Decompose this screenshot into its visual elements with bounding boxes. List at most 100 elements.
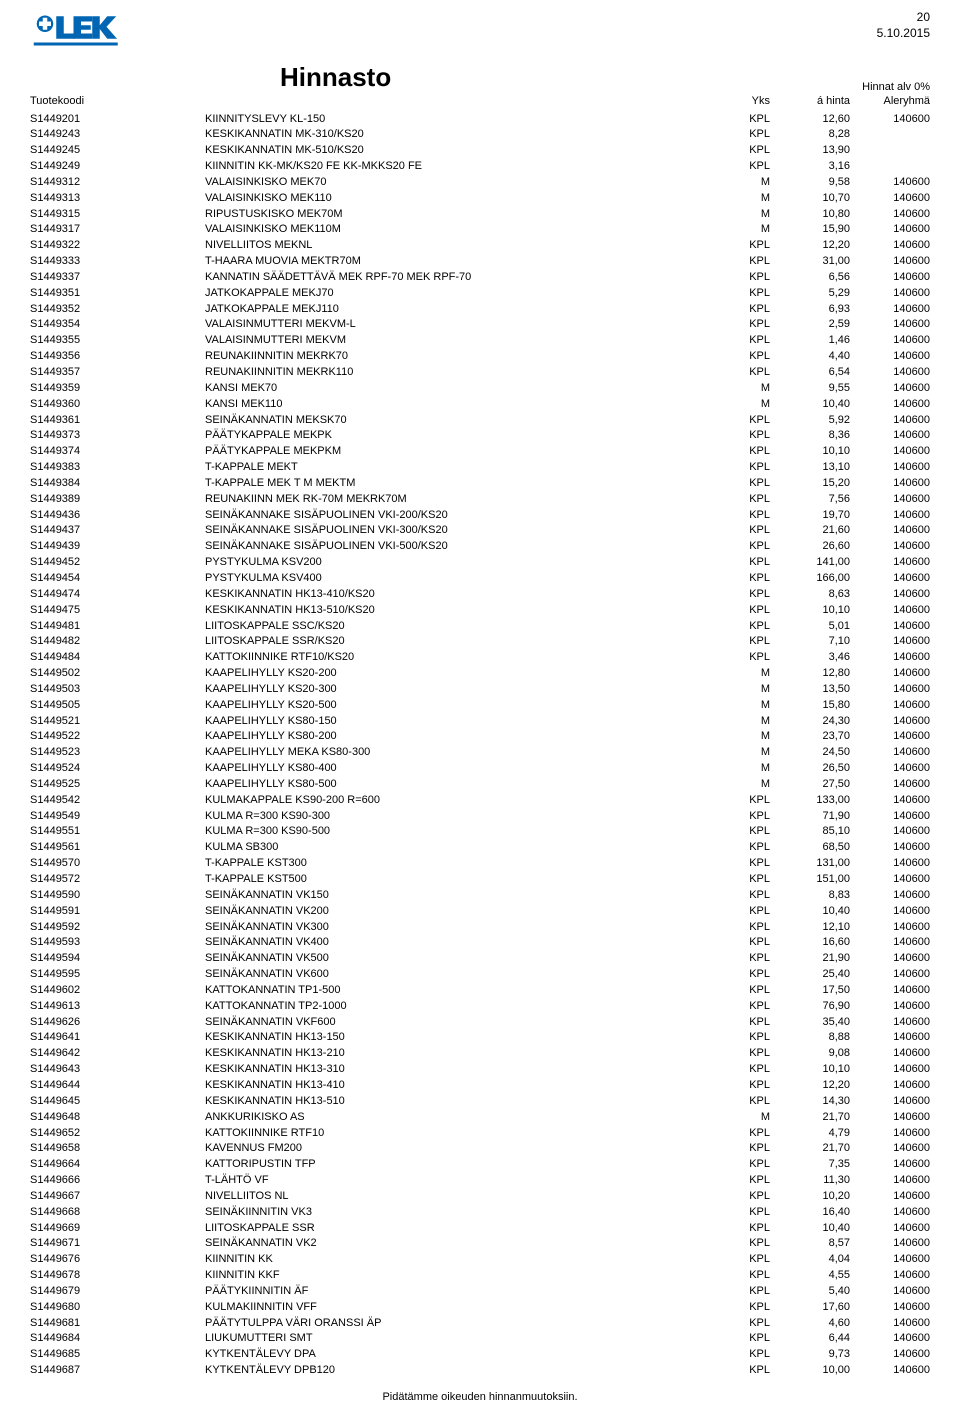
cell-desc: NIVELLIITOS NL [205,1188,720,1204]
cell-hinta: 166,00 [770,570,850,586]
cell-yks: KPL [720,1220,770,1236]
cell-yks: M [720,174,770,190]
cell-code: S1449383 [30,460,205,476]
cell-yks: KPL [720,586,770,602]
cell-yks: KPL [720,935,770,951]
cell-hinta: 4,55 [770,1268,850,1284]
vat-note: Hinnat alv 0% [862,81,930,93]
cell-code: S1449373 [30,428,205,444]
cell-code: S1449384 [30,475,205,491]
cell-desc: REUNAKIINNITIN MEKRK70 [205,349,720,365]
table-row: S1449643KESKIKANNATIN HK13-310KPL10,1014… [30,1062,930,1078]
table-row: S1449542KULMAKAPPALE KS90-200 R=600KPL13… [30,792,930,808]
cell-aler: 140600 [850,967,930,983]
cell-yks: KPL [720,111,770,127]
cell-desc: SEINÄKANNATIN VK150 [205,887,720,903]
cell-code: S1449315 [30,206,205,222]
cell-yks: KPL [720,1299,770,1315]
cell-desc: KULMAKAPPALE KS90-200 R=600 [205,792,720,808]
cell-aler: 140600 [850,872,930,888]
cell-code: S1449594 [30,951,205,967]
cell-hinta: 10,40 [770,1220,850,1236]
cell-aler: 140600 [850,1236,930,1252]
cell-desc: KATTOKIINNIKE RTF10 [205,1125,720,1141]
cell-aler: 140600 [850,1062,930,1078]
cell-yks: KPL [720,269,770,285]
cell-desc: VALAISINKISKO MEK70 [205,174,720,190]
cell-yks: KPL [720,1014,770,1030]
cell-code: S1449652 [30,1125,205,1141]
cell-yks: KPL [720,840,770,856]
cell-yks: KPL [720,650,770,666]
cell-desc: SEINÄKANNATIN MEKSK70 [205,412,720,428]
cell-hinta: 21,70 [770,1141,850,1157]
cell-aler: 140600 [850,666,930,682]
cell-code: S1449249 [30,159,205,175]
cell-desc: LIITOSKAPPALE SSR [205,1220,720,1236]
cell-hinta: 10,40 [770,396,850,412]
cell-yks: KPL [720,602,770,618]
table-row: S1449642KESKIKANNATIN HK13-210KPL9,08140… [30,1046,930,1062]
cell-hinta: 6,54 [770,365,850,381]
cell-code: S1449551 [30,824,205,840]
cell-desc: VALAISINMUTTERI MEKVM-L [205,317,720,333]
cell-desc: LIITOSKAPPALE SSR/KS20 [205,634,720,650]
cell-code: S1449561 [30,840,205,856]
table-row: S1449667NIVELLIITOS NLKPL10,20140600 [30,1188,930,1204]
cell-code: S1449676 [30,1252,205,1268]
cell-hinta: 1,46 [770,333,850,349]
cell-hinta: 71,90 [770,808,850,824]
cell-code: S1449313 [30,190,205,206]
table-row: S1449313VALAISINKISKO MEK110M10,70140600 [30,190,930,206]
cell-hinta: 14,30 [770,1093,850,1109]
cell-desc: KIINNITYSLEVY KL-150 [205,111,720,127]
cell-code: S1449351 [30,285,205,301]
cell-aler: 140600 [850,396,930,412]
header-hinta: á hinta [770,95,850,107]
cell-hinta: 141,00 [770,555,850,571]
cell-desc: KULMA SB300 [205,840,720,856]
cell-yks: KPL [720,919,770,935]
cell-yks: M [720,713,770,729]
table-row: S1449317VALAISINKISKO MEK110MM15,9014060… [30,222,930,238]
table-row: S1449669LIITOSKAPPALE SSRKPL10,40140600 [30,1220,930,1236]
cell-yks: M [720,666,770,682]
cell-code: S1449357 [30,365,205,381]
table-row: S1449641KESKIKANNATIN HK13-150KPL8,88140… [30,1030,930,1046]
cell-yks: KPL [720,872,770,888]
cell-hinta: 10,10 [770,1062,850,1078]
table-row: S1449249KIINNITIN KK-MK/KS20 FE KK-MKKS2… [30,159,930,175]
table-row: S1449613KATTOKANNATIN TP2-1000KPL76,9014… [30,998,930,1014]
cell-desc: SEINÄKANNATIN VK600 [205,967,720,983]
cell-aler: 140600 [850,285,930,301]
cell-hinta: 26,50 [770,761,850,777]
cell-desc: KATTORIPUSTIN TFP [205,1157,720,1173]
cell-yks: KPL [720,365,770,381]
table-row: S1449645KESKIKANNATIN HK13-510KPL14,3014… [30,1093,930,1109]
cell-code: S1449201 [30,111,205,127]
cell-desc: PYSTYKULMA KSV400 [205,570,720,586]
cell-yks: M [720,776,770,792]
cell-yks: KPL [720,1236,770,1252]
table-row: S1449452PYSTYKULMA KSV200KPL141,00140600 [30,555,930,571]
table-row: S1449315RIPUSTUSKISKO MEK70MM10,80140600 [30,206,930,222]
cell-hinta: 6,56 [770,269,850,285]
table-row: S1449437SEINÄKANNAKE SISÄPUOLINEN VKI-30… [30,523,930,539]
cell-code: S1449525 [30,776,205,792]
cell-code: S1449664 [30,1157,205,1173]
cell-code: S1449484 [30,650,205,666]
cell-yks: KPL [720,523,770,539]
cell-hinta: 8,63 [770,586,850,602]
cell-aler: 140600 [850,808,930,824]
cell-code: S1449593 [30,935,205,951]
cell-hinta: 10,40 [770,903,850,919]
cell-desc: KULMAKIINNITIN VFF [205,1299,720,1315]
cell-hinta: 8,57 [770,1236,850,1252]
cell-code: S1449602 [30,982,205,998]
cell-desc: REUNAKIINNITIN MEKRK110 [205,365,720,381]
cell-aler: 140600 [850,1173,930,1189]
cell-aler: 140600 [850,650,930,666]
cell-yks: M [720,729,770,745]
table-row: S1449561KULMA SB300KPL68,50140600 [30,840,930,856]
cell-hinta: 24,30 [770,713,850,729]
